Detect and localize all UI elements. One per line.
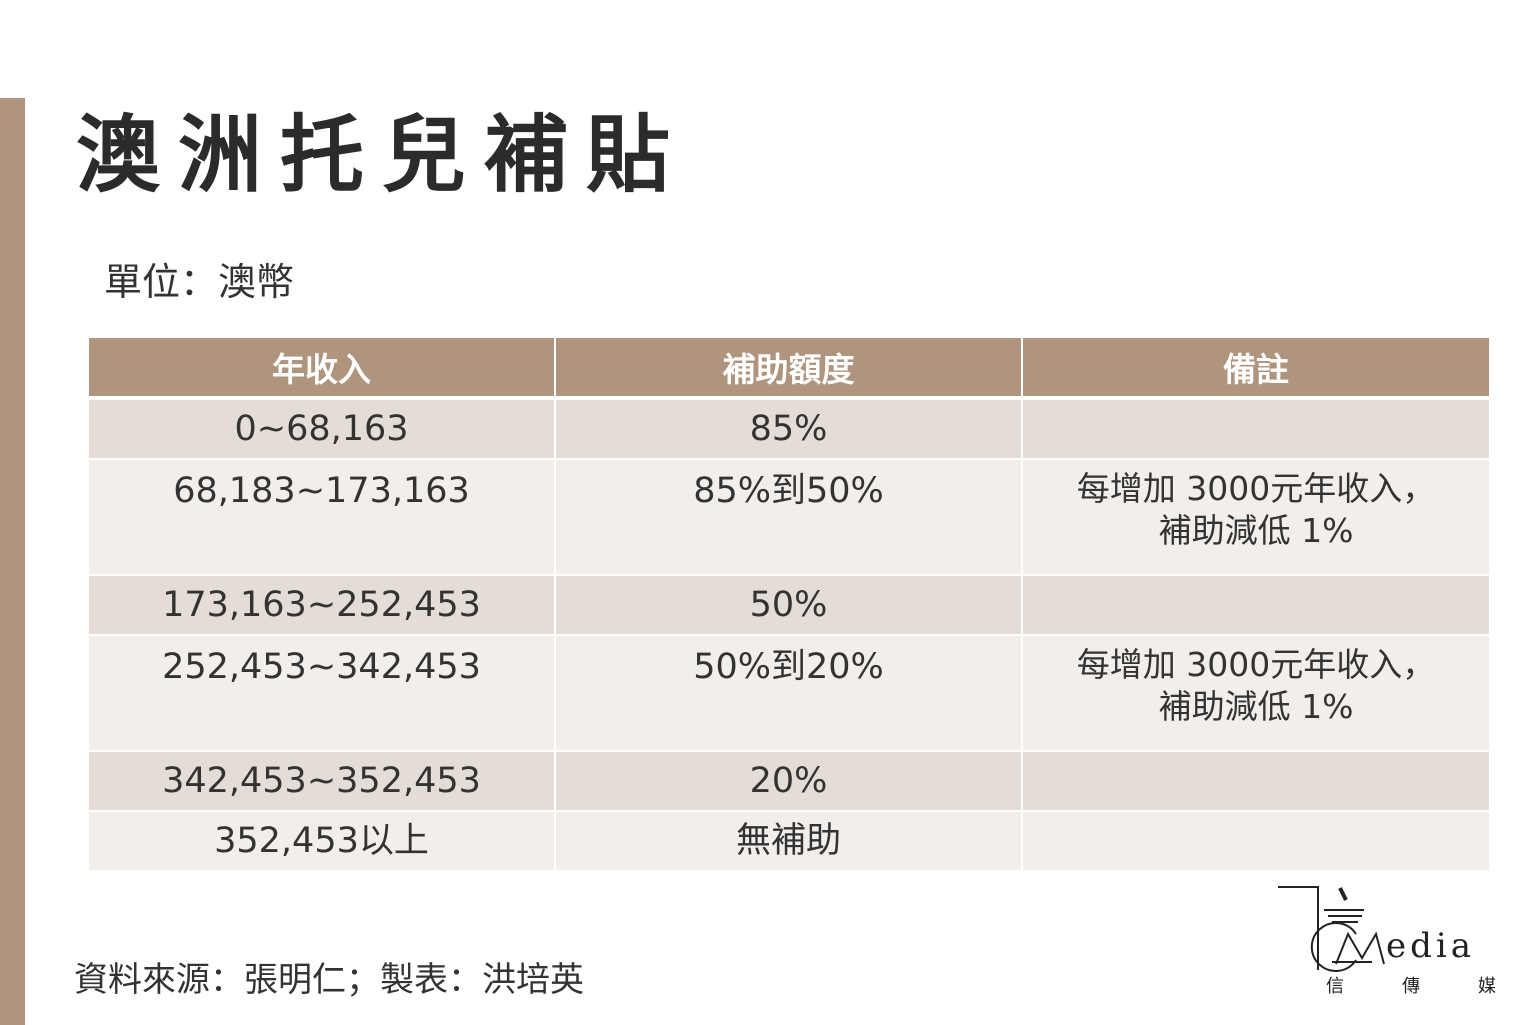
subsidy-cell: 85%到50% bbox=[554, 458, 1023, 575]
accent-side-bar bbox=[0, 98, 25, 1025]
note-cell: 每增加 3000元年收入， 補助減低 1% bbox=[1021, 458, 1489, 575]
header-subsidy: 補助額度 bbox=[554, 338, 1023, 400]
note-line: 補助減低 1% bbox=[1158, 511, 1354, 550]
media-logo: edia 信 傳 媒 bbox=[1276, 880, 1506, 1000]
logo-sub-char: 傳 bbox=[1402, 976, 1420, 997]
note-cell: 每增加 3000元年收入， 補助減低 1% bbox=[1021, 634, 1489, 751]
header-note: 備註 bbox=[1021, 338, 1489, 400]
income-cell: 352,453以上 bbox=[89, 810, 556, 870]
table-row: 68,183~173,163 85%到50% 每增加 3000元年收入， 補助減… bbox=[89, 458, 1489, 575]
income-cell: 342,453~352,453 bbox=[89, 750, 556, 811]
table-row: 342,453~352,453 20% bbox=[89, 750, 1489, 811]
unit-label: 單位：澳幣 bbox=[104, 260, 295, 304]
logo-wordmark: edia bbox=[1386, 926, 1476, 966]
note-cell bbox=[1021, 750, 1489, 811]
logo-sub-char: 信 bbox=[1326, 976, 1344, 997]
subsidy-cell: 無補助 bbox=[554, 810, 1023, 870]
logo-mark-icon bbox=[1278, 886, 1385, 972]
header-income: 年收入 bbox=[89, 338, 556, 400]
table-row: 352,453以上 無補助 bbox=[89, 810, 1489, 870]
subsidy-cell: 50%到20% bbox=[554, 634, 1023, 751]
note-line: 每增加 3000元年收入， bbox=[1076, 645, 1436, 684]
note-line: 補助減低 1% bbox=[1158, 687, 1354, 726]
income-cell: 0~68,163 bbox=[89, 397, 556, 459]
source-credit: 資料來源：張明仁；製表：洪培英 bbox=[74, 960, 584, 1000]
subsidy-cell: 20% bbox=[554, 750, 1023, 811]
income-cell: 252,453~342,453 bbox=[89, 634, 556, 751]
table-header-row: 年收入 補助額度 備註 bbox=[89, 338, 1489, 400]
subsidy-cell: 85% bbox=[554, 397, 1023, 459]
table-row: 0~68,163 85% bbox=[89, 397, 1489, 459]
income-cell: 68,183~173,163 bbox=[89, 458, 556, 575]
table-row: 173,163~252,453 50% bbox=[89, 574, 1489, 635]
note-cell bbox=[1021, 810, 1489, 870]
logo-sub-char: 媒 bbox=[1478, 976, 1496, 997]
page-title: 澳洲托兒補貼 bbox=[76, 106, 689, 204]
logo-subtitle: 信 傳 媒 bbox=[1326, 972, 1496, 998]
note-cell bbox=[1021, 397, 1489, 459]
subsidy-table: 年收入 補助額度 備註 0~68,163 85% 68,183~173,163 … bbox=[89, 338, 1489, 870]
note-cell bbox=[1021, 574, 1489, 635]
table-row: 252,453~342,453 50%到20% 每增加 3000元年收入， 補助… bbox=[89, 634, 1489, 751]
subsidy-cell: 50% bbox=[554, 574, 1023, 635]
income-cell: 173,163~252,453 bbox=[89, 574, 556, 635]
note-line: 每增加 3000元年收入， bbox=[1076, 469, 1436, 508]
